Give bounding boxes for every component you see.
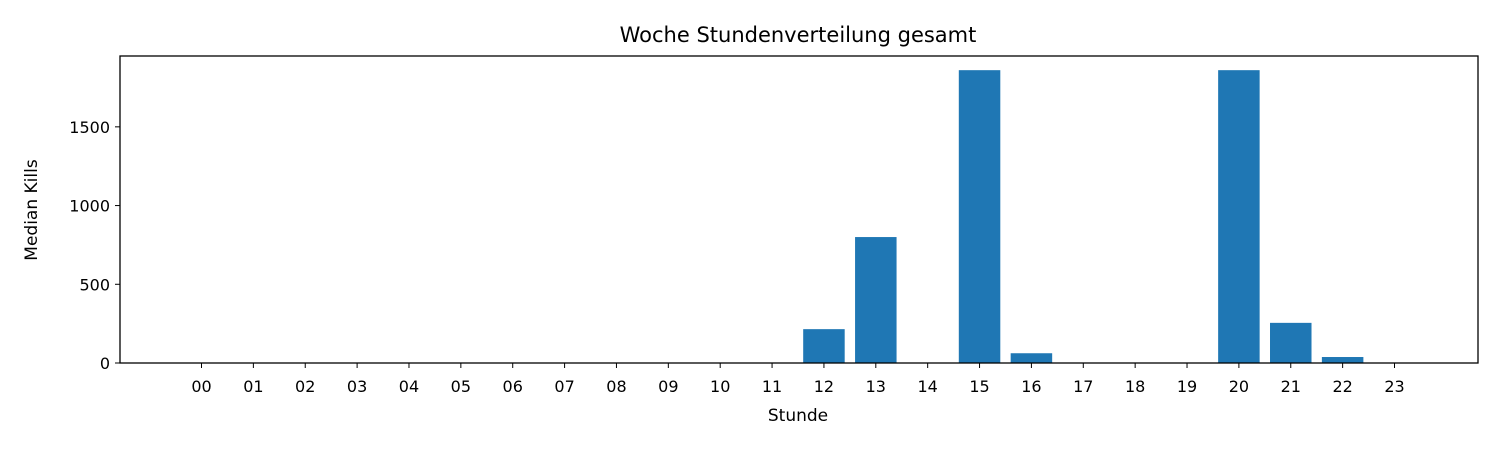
bar-16 bbox=[1010, 353, 1053, 363]
chart-title: Woche Stundenverteilung gesamt bbox=[620, 23, 977, 47]
y-axis-label: Median Kills bbox=[22, 159, 42, 261]
x-tick-label-06: 06 bbox=[503, 377, 523, 396]
y-tick-label-1500: 1500 bbox=[69, 118, 110, 137]
x-tick-label-12: 12 bbox=[814, 377, 834, 396]
bar-22 bbox=[1321, 357, 1364, 363]
x-tick-label-22: 22 bbox=[1332, 377, 1352, 396]
x-tick-label-23: 23 bbox=[1384, 377, 1404, 396]
x-tick-label-11: 11 bbox=[762, 377, 782, 396]
x-tick-label-10: 10 bbox=[710, 377, 730, 396]
x-tick-label-19: 19 bbox=[1177, 377, 1197, 396]
bars-group bbox=[803, 70, 1364, 364]
x-tick-label-08: 08 bbox=[606, 377, 626, 396]
x-tick-label-15: 15 bbox=[969, 377, 989, 396]
plot-area-frame bbox=[119, 55, 1479, 364]
x-tick-label-09: 09 bbox=[658, 377, 678, 396]
x-tick-label-02: 02 bbox=[295, 377, 315, 396]
x-tick-label-17: 17 bbox=[1073, 377, 1093, 396]
bar-12 bbox=[803, 329, 845, 363]
x-tick-label-00: 00 bbox=[191, 377, 211, 396]
x-tick-label-20: 20 bbox=[1229, 377, 1249, 396]
x-tick-label-01: 01 bbox=[243, 377, 263, 396]
x-tick-label-14: 14 bbox=[917, 377, 937, 396]
bar-15 bbox=[958, 70, 1001, 364]
x-tick-label-13: 13 bbox=[866, 377, 886, 396]
x-tick-label-21: 21 bbox=[1281, 377, 1301, 396]
y-axis-ticks: 0 500 1000 1500 bbox=[69, 118, 120, 373]
bar-20 bbox=[1218, 70, 1260, 364]
bar-13 bbox=[855, 237, 897, 363]
y-tick-label-1000: 1000 bbox=[69, 197, 110, 216]
x-tick-label-05: 05 bbox=[451, 377, 471, 396]
y-tick-label-500: 500 bbox=[79, 275, 110, 294]
x-tick-label-03: 03 bbox=[347, 377, 367, 396]
x-tick-label-16: 16 bbox=[1021, 377, 1041, 396]
x-axis-label: Stunde bbox=[768, 406, 828, 426]
bar-21 bbox=[1270, 322, 1312, 363]
x-axis-ticks: 00 01 02 03 04 05 06 07 08 09 10 11 12 13 14 15 16 17 18 19… bbox=[191, 363, 1405, 396]
x-tick-label-04: 04 bbox=[399, 377, 419, 396]
x-tick-label-18: 18 bbox=[1125, 377, 1145, 396]
y-tick-label-0: 0 bbox=[100, 354, 110, 373]
x-tick-label-07: 07 bbox=[554, 377, 574, 396]
